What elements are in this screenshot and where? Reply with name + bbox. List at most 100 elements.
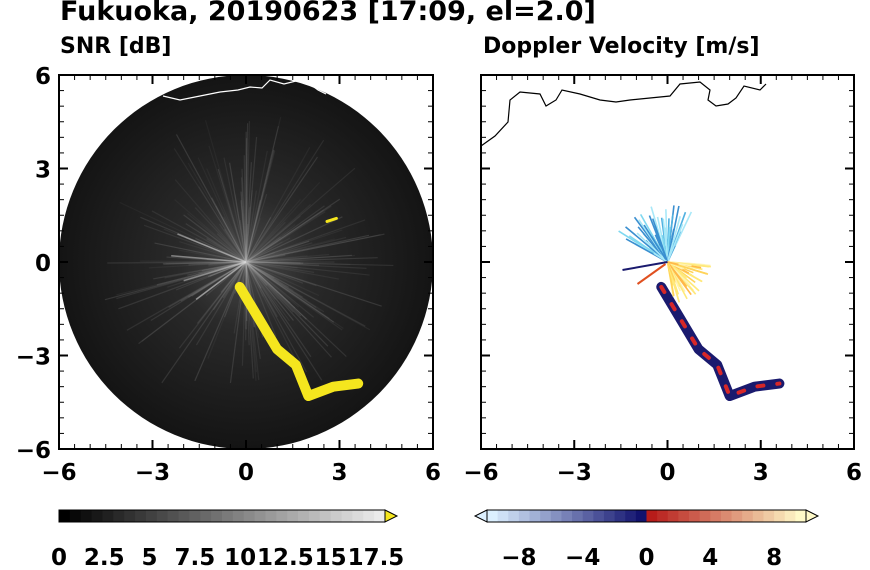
dop-cbar-cell — [603, 510, 616, 522]
clutter-ray — [229, 162, 247, 263]
clutter-ray — [245, 261, 307, 320]
figure-title: Fukuoka, 20190623 [17:09, el=2.0] — [60, 0, 596, 27]
dop-cbar-cell — [731, 510, 743, 522]
dop-cbar-cell — [508, 510, 520, 522]
clutter-ray — [185, 223, 247, 263]
clutter-ray — [164, 261, 247, 279]
clutter-ray — [245, 261, 320, 266]
snr-panel: −6 −3 0 3 6 6 3 0 −3 −6 — [16, 64, 441, 486]
clutter-ray — [206, 238, 247, 263]
dop-xtick-label: −3 — [557, 460, 592, 486]
clutter-ray — [245, 199, 261, 263]
clutter-ray — [175, 134, 247, 263]
dop-cbar-cell — [784, 510, 796, 522]
clutter-ray — [245, 253, 330, 263]
doppler-receding-ray — [666, 261, 688, 288]
clutter-ray — [245, 216, 343, 263]
doppler-colorbar: −8 −4 0 4 8 — [473, 509, 820, 570]
clutter-ray — [194, 261, 247, 382]
snr-cbar-cell — [200, 510, 212, 522]
snr-panel-title: SNR [dB] — [60, 34, 172, 59]
clutter-ray — [245, 167, 356, 263]
clutter-ray — [216, 233, 247, 263]
dop-cbar-cell — [720, 510, 733, 522]
clutter-ray — [187, 212, 247, 263]
clutter-ray — [245, 261, 315, 318]
clutter-ray — [245, 261, 301, 264]
clutter-ray — [208, 261, 247, 267]
snr-cbar-cell — [265, 510, 277, 522]
clutter-ray — [245, 139, 325, 263]
snr-ytick-label: 0 — [35, 251, 51, 277]
clutter-ray — [245, 261, 294, 313]
doppler-receding-ray — [667, 261, 679, 266]
snr-cbar-cell — [69, 510, 82, 522]
clutter-ray — [245, 240, 310, 263]
clutter-ray — [245, 261, 343, 331]
clutter-ray — [245, 254, 353, 263]
clutter-ray — [187, 162, 247, 263]
clutter-ray — [245, 261, 303, 298]
clutter-ray — [245, 261, 366, 327]
clutter-ray — [148, 261, 247, 269]
clutter-ray — [245, 261, 367, 270]
dop-cbar-cell — [667, 510, 679, 522]
clutter-ray — [245, 121, 251, 263]
dop-cbar-extend-right — [805, 509, 820, 523]
snr-cbar-label: 17.5 — [348, 545, 405, 570]
snr-cbar-cell — [167, 510, 180, 522]
snr-cbar-cell — [243, 510, 256, 522]
clutter-ray — [245, 261, 307, 373]
clutter-ray — [177, 233, 247, 263]
clutter-ray — [174, 179, 247, 263]
clutter-ray — [107, 261, 247, 264]
dop-cbar-cell — [774, 510, 786, 522]
clutter-ray — [241, 168, 247, 263]
snr-cbar-cell — [330, 510, 343, 522]
clutter-ray — [175, 261, 247, 291]
clutter-ray — [178, 261, 247, 349]
dop-cbar-cell — [518, 510, 531, 522]
clutter-ray — [245, 254, 286, 263]
clutter-ray — [245, 261, 294, 321]
dop-cbar-cell — [582, 510, 594, 522]
snr-cbar-cell — [91, 510, 103, 522]
clutter-ray — [245, 224, 249, 263]
clutter-ray — [195, 261, 247, 300]
clutter-ray — [215, 205, 247, 263]
clutter-ray — [245, 261, 323, 381]
clutter-ray — [245, 261, 280, 282]
clutter-ray — [245, 261, 257, 373]
dop-cbar-cell — [625, 510, 637, 522]
clutter-ray — [245, 261, 304, 284]
clutter-ray — [245, 261, 394, 267]
clutter-ray — [196, 261, 247, 324]
snr-xtick-label: 3 — [331, 460, 347, 486]
snr-cbar-cell — [113, 510, 125, 522]
dop-cbar-label: −8 — [501, 545, 536, 570]
clutter-ray — [245, 255, 308, 263]
snr-cbar-cell — [352, 510, 364, 522]
clutter-ray — [245, 261, 262, 289]
clutter-ray — [208, 145, 247, 263]
doppler-panel: −6 −3 0 3 6 — [463, 74, 862, 486]
clutter-ray — [179, 241, 247, 263]
clutter-ray — [118, 261, 247, 310]
dop-cbar-label: 8 — [766, 545, 782, 570]
clutter-ray — [183, 214, 247, 263]
snr-cbar-extend-right — [384, 509, 399, 523]
clutter-ray — [240, 177, 247, 263]
clutter-ray — [162, 261, 247, 265]
doppler-panel-title: Doppler Velocity [m/s] — [483, 34, 760, 59]
clutter-ray — [245, 261, 277, 337]
clutter-ray — [245, 209, 324, 263]
dop-cbar-cell — [593, 510, 605, 522]
clutter-ray — [245, 261, 291, 304]
clutter-ray — [180, 261, 247, 302]
clutter-ray — [224, 261, 247, 318]
clutter-ray — [218, 223, 247, 263]
clutter-ray — [245, 252, 275, 263]
snr-xtick-label: −3 — [135, 460, 170, 486]
clutter-ray — [245, 156, 318, 263]
